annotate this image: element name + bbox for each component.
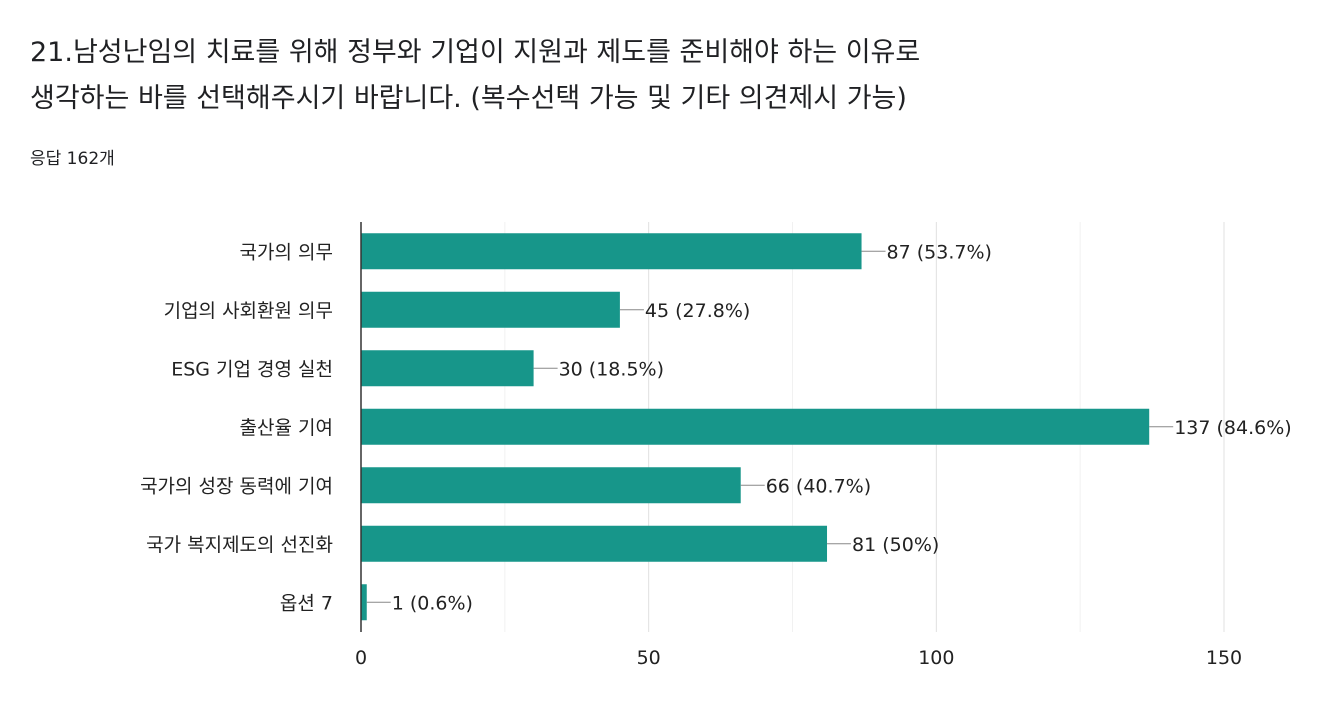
bar-5 [361,467,741,504]
category-label: 옵션 7 [280,592,333,614]
x-tick-label: 150 [1206,647,1242,669]
category-label: 국가의 의무 [240,241,333,263]
value-label: 87 (53.7%) [887,241,992,263]
value-label: 30 (18.5%) [559,358,664,380]
category-label: 국가의 성장 동력에 기여 [140,475,333,497]
question-title-line-1: 21.남성난임의 치료를 위해 정부와 기업이 지원과 제도를 준비해야 하는 … [30,37,921,68]
value-label: 66 (40.7%) [766,475,871,497]
bar-3 [361,350,534,387]
x-tick-label: 100 [918,647,954,669]
bar-6 [361,525,828,562]
value-label: 1 (0.6%) [392,592,473,614]
value-label: 81 (50%) [852,534,939,556]
bar-4 [361,408,1150,445]
category-label: 국가 복지제도의 선진화 [146,534,333,556]
x-tick-label: 0 [355,647,367,669]
question-title-line-2: 생각하는 바를 선택해주시기 바랍니다. (복수선택 가능 및 기타 의견제시 … [30,83,907,114]
x-tick-label: 50 [637,647,661,669]
bar-1 [361,233,862,270]
category-label: ESG 기업 경영 실천 [171,358,333,380]
bar-7 [361,584,367,621]
response-count: 응답 162개 [30,149,115,169]
category-label: 출산율 기여 [240,417,333,439]
value-label: 137 (84.6%) [1174,417,1292,439]
value-label: 45 (27.8%) [645,300,750,322]
question-title: 21.남성난임의 치료를 위해 정부와 기업이 지원과 제도를 준비해야 하는 … [30,30,1150,122]
category-label: 기업의 사회환원 의무 [164,300,333,322]
bar-2 [361,291,620,328]
